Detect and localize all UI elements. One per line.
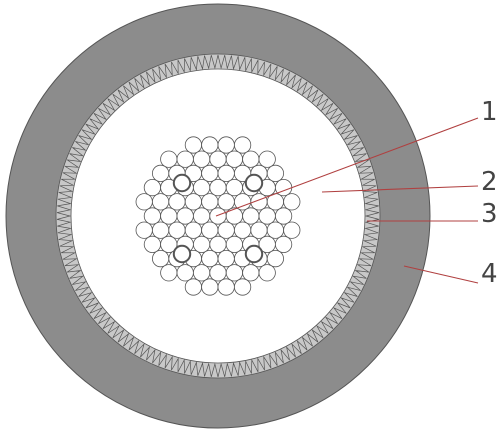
label-2: 2 bbox=[481, 167, 498, 197]
conductor-strand bbox=[217, 193, 235, 211]
conductor-strand bbox=[184, 278, 202, 296]
conductor-strand bbox=[160, 207, 178, 225]
conductor-strand bbox=[283, 193, 301, 211]
conductor-strand bbox=[152, 164, 170, 182]
conductor-strand bbox=[209, 235, 227, 254]
conductor-strand bbox=[242, 150, 260, 168]
conductor-strand bbox=[160, 264, 178, 282]
conductor-strand bbox=[209, 178, 227, 197]
leader-line-1 bbox=[215, 117, 479, 217]
conductor-strand bbox=[266, 221, 284, 239]
conductor-strand bbox=[209, 150, 227, 168]
conductor-strand bbox=[250, 221, 268, 239]
conductor-strand bbox=[135, 221, 153, 239]
conductor-strand bbox=[234, 221, 252, 239]
conductor-strand bbox=[225, 178, 243, 197]
conductor-strand bbox=[225, 235, 243, 254]
conductor-strand bbox=[143, 235, 161, 254]
conductor-strand bbox=[135, 193, 153, 211]
conductor-strand bbox=[234, 136, 252, 154]
conductor-strand bbox=[193, 207, 211, 225]
conductor-strand bbox=[193, 150, 211, 168]
conductor-strand bbox=[283, 221, 301, 239]
conductor-strand bbox=[217, 250, 235, 268]
conductor-strand bbox=[225, 150, 243, 168]
conductor-strand bbox=[234, 193, 252, 211]
conductor-strand bbox=[217, 221, 235, 239]
leader-line-2 bbox=[321, 185, 479, 193]
conductor-strand bbox=[143, 207, 161, 225]
leader-line-4 bbox=[403, 265, 479, 284]
conductor-strand bbox=[217, 278, 235, 296]
conductor-strand bbox=[152, 221, 170, 239]
conductor-strand bbox=[152, 193, 170, 211]
conductor-strand bbox=[258, 264, 276, 282]
conductor-strand bbox=[176, 207, 194, 225]
conductor-strand bbox=[176, 150, 194, 168]
conductor-strands bbox=[135, 136, 301, 296]
conductor-strand bbox=[193, 235, 211, 254]
conductor-strand bbox=[193, 264, 211, 282]
conductor-strand bbox=[184, 136, 202, 154]
conductor-strand bbox=[242, 207, 260, 225]
conductor-strand bbox=[266, 250, 284, 268]
conductor-strand bbox=[168, 221, 186, 239]
shield-wire-zigzag bbox=[56, 54, 380, 378]
conductor-strand bbox=[176, 264, 194, 282]
conductor-strand bbox=[258, 207, 276, 225]
conductor-strand bbox=[274, 235, 293, 254]
conductor-strand bbox=[184, 221, 202, 239]
shield-wires bbox=[56, 54, 380, 378]
conductor-strand-marked bbox=[244, 173, 264, 193]
conductor-strand bbox=[184, 193, 202, 211]
conductor-strand bbox=[201, 250, 219, 268]
conductor-strand bbox=[209, 207, 227, 225]
conductor-strand bbox=[217, 164, 235, 182]
conductor-strand bbox=[193, 178, 211, 197]
conductor-strand bbox=[225, 207, 243, 225]
conductor-strand-marked bbox=[244, 244, 264, 264]
conductor-strand bbox=[152, 250, 170, 268]
conductor-strand bbox=[160, 150, 178, 168]
conductor-strand bbox=[242, 264, 260, 282]
conductor-strand bbox=[168, 193, 186, 211]
label-1: 1 bbox=[481, 97, 498, 127]
conductor-strand bbox=[201, 136, 219, 154]
conductor-strand bbox=[201, 278, 219, 296]
conductor-strand bbox=[143, 178, 161, 197]
conductor-strand-marked bbox=[172, 244, 192, 264]
label-4: 4 bbox=[481, 259, 498, 289]
conductor-strand bbox=[274, 207, 293, 225]
conductor-strand bbox=[225, 264, 243, 282]
label-3: 3 bbox=[481, 199, 498, 229]
conductor-strand bbox=[201, 221, 219, 239]
leader-lines bbox=[215, 117, 479, 284]
conductor-strand bbox=[258, 150, 276, 168]
conductor-strand bbox=[217, 136, 235, 154]
conductor-strand bbox=[201, 164, 219, 182]
conductor-strand bbox=[234, 278, 252, 296]
conductor-strand-marked bbox=[172, 173, 192, 193]
conductor-strand bbox=[201, 193, 219, 211]
conductor-strand bbox=[266, 164, 284, 182]
conductor-strand bbox=[209, 264, 227, 282]
